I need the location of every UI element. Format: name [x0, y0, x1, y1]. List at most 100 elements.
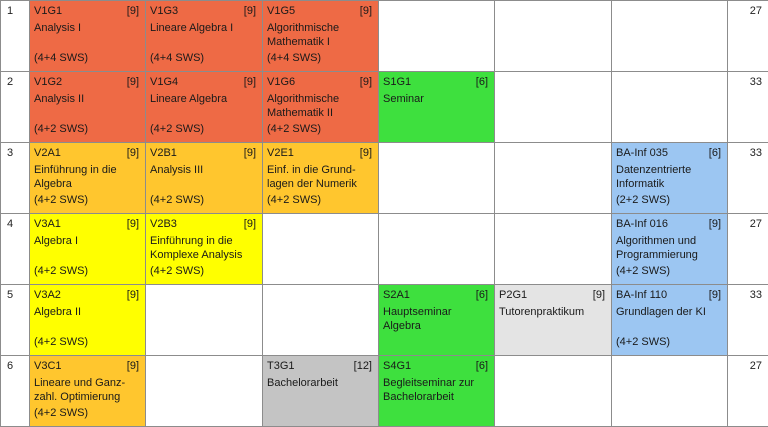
- semester-row: 4 V3A1 [9] Algebra I (4+2 SWS) V2B3[9]Einführ…: [1, 214, 768, 285]
- empty-cell: [146, 285, 263, 356]
- semester-number: 1: [1, 1, 30, 72]
- module-cell: V1G5[9]Algorithmische Mathematik I(4+4 S…: [263, 1, 379, 72]
- module-card: V2B1[9]Analysis III(4+2 SWS): [146, 143, 262, 209]
- empty-cell: [495, 214, 612, 285]
- module-code: V1G4: [150, 76, 178, 88]
- module-sws: (4+2 SWS): [34, 265, 88, 277]
- module-title: Einführung in die Algebra: [34, 163, 141, 191]
- module-cell: S2A1[6]Hauptseminar Algebra: [379, 285, 495, 356]
- module-card: S2A1[6]Hauptseminar Algebra: [379, 285, 494, 351]
- module-cell: S1G1 [6] Seminar: [379, 72, 495, 143]
- module-credits: [9]: [127, 289, 139, 301]
- module-sws: (4+2 SWS): [150, 194, 204, 206]
- module-title: Einf. in die Grund-lagen der Numerik: [267, 163, 374, 191]
- empty-cell: [263, 214, 379, 285]
- semester-credit-total: 27: [728, 214, 768, 285]
- module-credits: [9]: [244, 76, 256, 88]
- module-card: V1G4[9]Lineare Algebra(4+2 SWS): [146, 72, 262, 138]
- module-sws: (4+2 SWS): [34, 194, 88, 206]
- module-cell: T3G1[12]Bachelorarbeit: [263, 356, 379, 427]
- module-card: BA-Inf 110 [9] Grundlagen der KI (4+2 SWS): [612, 285, 727, 351]
- module-cell: BA-Inf 016[9]Algorithmen und Programmier…: [612, 214, 728, 285]
- module-sws: (2+2 SWS): [616, 194, 670, 206]
- module-cell: V1G4[9]Lineare Algebra(4+2 SWS): [146, 72, 263, 143]
- semester-number: 4: [1, 214, 30, 285]
- module-card: V2A1[9]Einführung in die Algebra(4+2 SWS…: [30, 143, 145, 209]
- module-credits: [9]: [593, 289, 605, 301]
- module-credits: [9]: [709, 218, 721, 230]
- module-code: V3A2: [34, 289, 61, 301]
- module-title: Lineare Algebra: [150, 92, 258, 106]
- module-card: V3C1[9]Lineare und Ganz-zahl. Optimierun…: [30, 356, 145, 422]
- module-title: Bachelorarbeit: [267, 376, 374, 390]
- semester-number: 2: [1, 72, 30, 143]
- module-credits: [6]: [476, 76, 488, 88]
- module-credits: [9]: [709, 289, 721, 301]
- module-title: Algebra I: [34, 234, 141, 248]
- module-credits: [6]: [476, 289, 488, 301]
- module-code: BA-Inf 035: [616, 147, 668, 159]
- module-code: V3C1: [34, 360, 62, 372]
- module-title: Algorithmische Mathematik II: [267, 92, 374, 120]
- module-title: Lineare und Ganz-zahl. Optimierung: [34, 376, 141, 404]
- module-title: Analysis II: [34, 92, 141, 106]
- module-sws: (4+2 SWS): [34, 336, 88, 348]
- module-cell: V3A1 [9] Algebra I (4+2 SWS): [30, 214, 146, 285]
- module-cell: V1G3[9]Lineare Algebra I(4+4 SWS): [146, 1, 263, 72]
- module-card: V1G5[9]Algorithmische Mathematik I(4+4 S…: [263, 1, 378, 67]
- semester-number: 5: [1, 285, 30, 356]
- empty-cell: [379, 214, 495, 285]
- semester-number: 6: [1, 356, 30, 427]
- module-code: BA-Inf 016: [616, 218, 668, 230]
- module-card: BA-Inf 016[9]Algorithmen und Programmier…: [612, 214, 727, 280]
- module-credits: [9]: [360, 76, 372, 88]
- empty-cell: [612, 356, 728, 427]
- module-code: V2A1: [34, 147, 61, 159]
- module-cell: BA-Inf 035 [6] Datenzentrierte Informatik (…: [612, 143, 728, 214]
- module-code: S4G1: [383, 360, 411, 372]
- module-credits: [9]: [127, 218, 139, 230]
- module-sws: (4+2 SWS): [34, 407, 88, 419]
- module-title: Grundlagen der KI: [616, 305, 723, 319]
- module-code: BA-Inf 110: [616, 289, 667, 301]
- module-card: T3G1[12]Bachelorarbeit: [263, 356, 378, 422]
- module-credits: [9]: [360, 147, 372, 159]
- module-code: V1G2: [34, 76, 62, 88]
- empty-cell: [263, 285, 379, 356]
- module-code: V1G5: [267, 5, 295, 17]
- module-code: P2G1: [499, 289, 527, 301]
- module-card: S1G1 [6] Seminar: [379, 72, 494, 138]
- module-sws: (4+4 SWS): [34, 52, 88, 64]
- module-code: V1G6: [267, 76, 295, 88]
- semester-credit-total: 33: [728, 72, 768, 143]
- module-sws: (4+2 SWS): [267, 194, 321, 206]
- module-code: S1G1: [383, 76, 411, 88]
- module-code: S2A1: [383, 289, 410, 301]
- module-card: V2B3[9]Einführung in die Komplexe Analys…: [146, 214, 262, 280]
- module-title: Lineare Algebra I: [150, 21, 258, 35]
- empty-cell: [612, 72, 728, 143]
- module-card: BA-Inf 035 [6] Datenzentrierte Informatik (…: [612, 143, 727, 209]
- module-title: Tutorenpraktikum: [499, 305, 607, 319]
- module-card: V1G1[9]Analysis I(4+4 SWS): [30, 1, 145, 67]
- module-cell: V3A2[9]Algebra II(4+2 SWS): [30, 285, 146, 356]
- semester-credit-total: 27: [728, 356, 768, 427]
- module-title: Datenzentrierte Informatik: [616, 163, 723, 191]
- module-code: V2E1: [267, 147, 294, 159]
- module-code: V1G3: [150, 5, 178, 17]
- module-sws: (4+2 SWS): [616, 265, 670, 277]
- module-card: P2G1 [9] Tutorenpraktikum: [495, 285, 611, 351]
- module-sws: (4+2 SWS): [616, 336, 670, 348]
- module-credits: [9]: [244, 218, 256, 230]
- module-title: Seminar: [383, 92, 490, 106]
- empty-cell: [495, 356, 612, 427]
- module-credits: [6]: [709, 147, 721, 159]
- module-code: V3A1: [34, 218, 61, 230]
- module-cell: V1G2[9]Analysis II(4+2 SWS): [30, 72, 146, 143]
- module-credits: [9]: [244, 5, 256, 17]
